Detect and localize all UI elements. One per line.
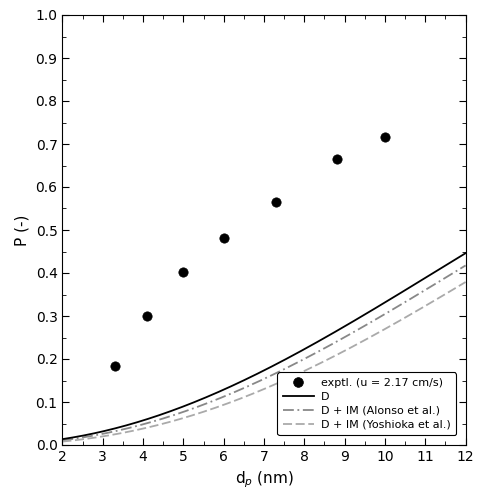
- Point: [220, 234, 228, 241]
- X-axis label: d$_p$ (nm): d$_p$ (nm): [235, 470, 293, 490]
- Legend: exptl. (u = 2.17 cm/s), D, D + IM (Alonso et al.), D + IM (Yoshioka et al.): exptl. (u = 2.17 cm/s), D, D + IM (Alons…: [277, 372, 456, 435]
- Point: [333, 156, 340, 164]
- Point: [180, 268, 187, 276]
- Point: [272, 198, 280, 205]
- Point: [381, 133, 389, 141]
- Point: [111, 362, 119, 370]
- Y-axis label: P (-): P (-): [15, 214, 30, 246]
- Point: [143, 312, 151, 320]
